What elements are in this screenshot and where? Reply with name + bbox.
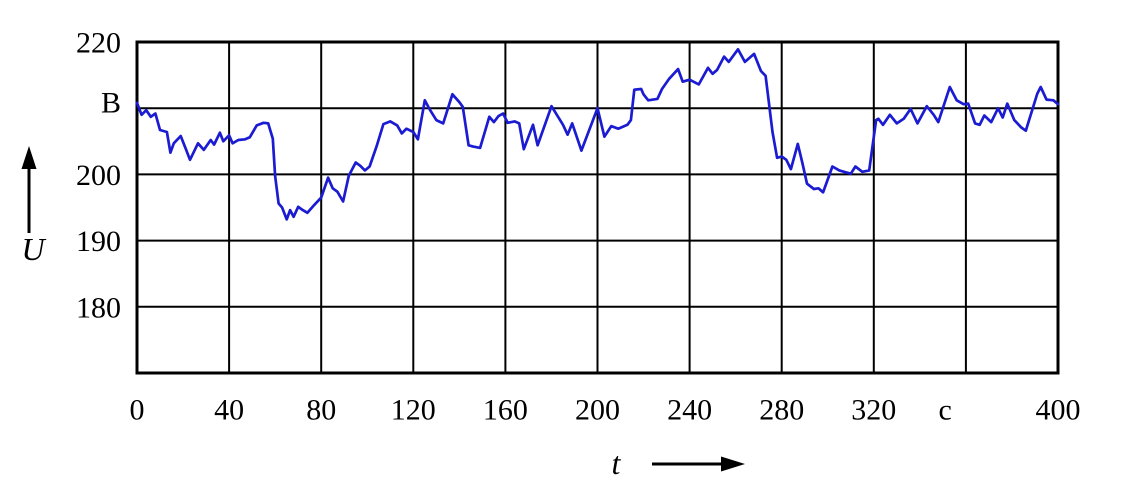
y-axis-label: U — [21, 231, 46, 267]
x-tick-label: 240 — [667, 394, 712, 427]
x-tick-label: 80 — [306, 394, 336, 427]
tick-labels-layer: 0 40 80 120 160 200 240 280 320 c 400 220 B 200 190 180 — [76, 27, 1081, 427]
x-tick-label: 200 — [575, 394, 620, 427]
y-tick-label: 220 — [76, 27, 121, 60]
x-tick-label: c — [939, 394, 952, 427]
x-tick-label: 120 — [391, 394, 436, 427]
grid-layer — [136, 41, 1059, 374]
x-axis-label: t — [612, 445, 622, 481]
y-tick-label: 190 — [76, 225, 121, 258]
x-tick-label: 280 — [759, 394, 804, 427]
x-axis-arrow-head-icon — [721, 456, 745, 472]
plot-border — [135, 40, 1060, 375]
curve-layer — [135, 47, 1060, 221]
x-axis-title: t — [612, 445, 745, 481]
y-axis-title: U — [21, 146, 46, 267]
x-tick-label: 0 — [130, 394, 145, 427]
y-tick-label: 180 — [76, 291, 121, 324]
y-tick-label: 200 — [76, 159, 121, 192]
x-tick-label: 320 — [851, 394, 896, 427]
voltage-curve — [135, 47, 1060, 221]
x-tick-label: 160 — [483, 394, 528, 427]
y-tick-label: B — [101, 87, 121, 120]
x-tick-label: 400 — [1036, 394, 1081, 427]
x-tick-label: 40 — [214, 394, 244, 427]
y-axis-arrow-head-icon — [21, 146, 37, 169]
